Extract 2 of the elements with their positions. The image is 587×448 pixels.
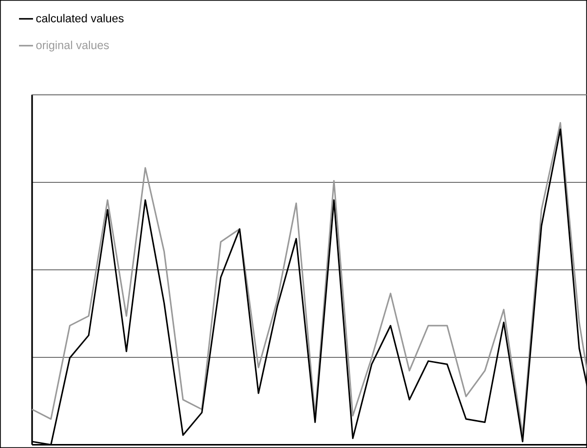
legend-label: calculated values [36,14,124,22]
legend-label: original values [36,40,109,52]
